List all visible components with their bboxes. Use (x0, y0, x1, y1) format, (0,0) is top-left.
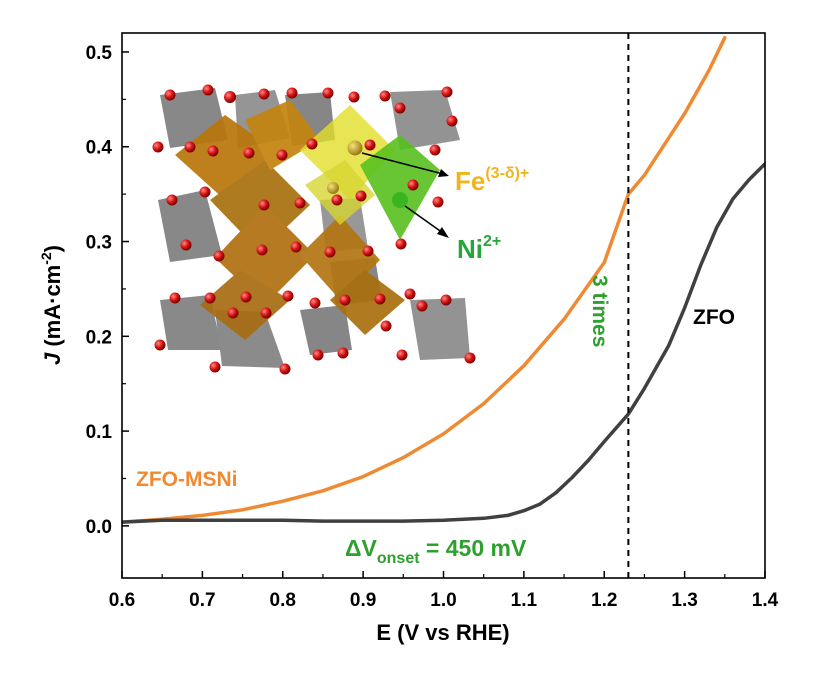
x-tick-label: 1.3 (671, 590, 697, 611)
three-times-label: 3 times (588, 275, 611, 347)
y-tick-label: 0.4 (86, 138, 113, 159)
series-line-zfo-msni (122, 35, 727, 524)
series-line-zfo (122, 162, 765, 524)
x-tick-label: 1.1 (511, 590, 538, 611)
x-tick-label: 1.0 (430, 590, 456, 611)
zfo-msni-label: ZFO-MSNi (136, 468, 237, 491)
x-tick-label: 1.4 (752, 590, 779, 611)
crystal-structure-inset (152, 84, 476, 375)
ni-ion-label: Ni2+ (457, 233, 501, 264)
y-tick-label: 0.5 (86, 43, 113, 64)
zfo-label: ZFO (693, 306, 735, 329)
x-tick-label: 0.7 (189, 590, 215, 611)
x-tick-label: 1.2 (591, 590, 617, 611)
fe-ion-label: Fe(3-δ)+ (455, 165, 529, 196)
y-tick-label: 0.1 (86, 422, 113, 443)
x-tick-label: 0.8 (270, 590, 296, 611)
y-tick-label: 0.2 (86, 327, 112, 348)
x-tick-label: 0.9 (350, 590, 376, 611)
y-tick-label: 0.3 (86, 233, 112, 254)
x-axis-title: E (V vs RHE) (376, 620, 509, 645)
x-tick-label: 0.6 (109, 590, 135, 611)
y-axis-title: J (mA·cm-2) (38, 245, 65, 365)
y-tick-label: 0.0 (86, 517, 112, 538)
delta-v-onset-label: ΔVonset = 450 mV (345, 535, 527, 567)
